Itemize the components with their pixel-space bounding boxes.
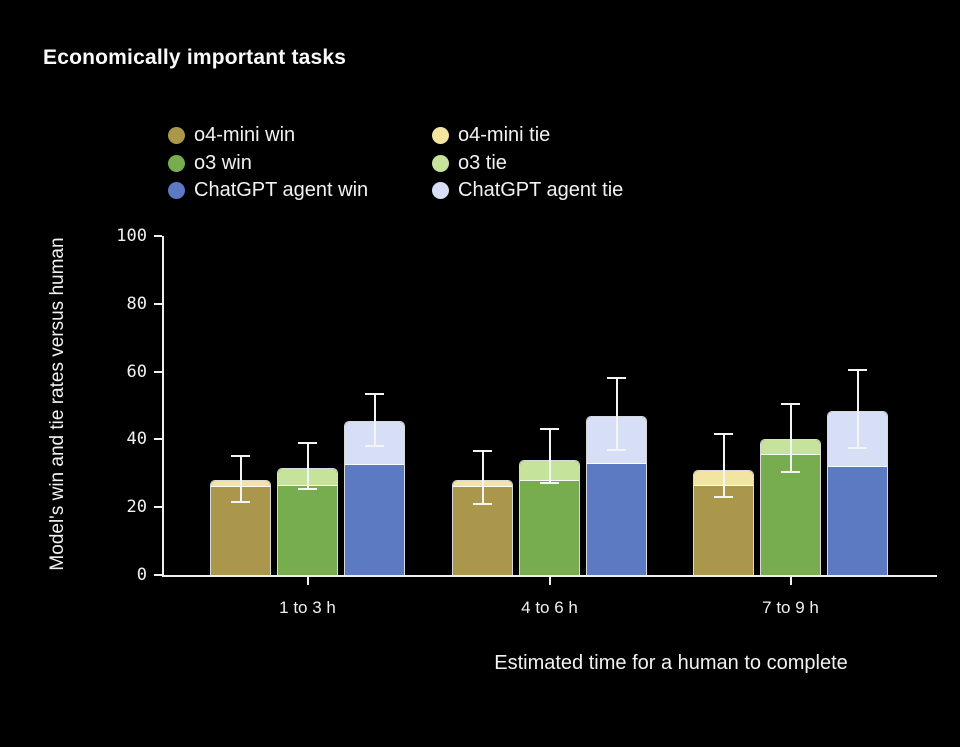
error-bar-cap-bottom <box>714 496 733 499</box>
y-tick-label: 40 <box>126 429 147 450</box>
chart-title: Economically important tasks <box>43 46 347 69</box>
error-bar-line <box>789 403 792 472</box>
y-tick <box>154 574 162 576</box>
error-bar-line <box>722 434 725 498</box>
error-bar-line <box>306 442 309 489</box>
bar-win-segment <box>345 465 404 575</box>
legend-swatch-icon <box>168 182 185 200</box>
error-bar-line <box>856 369 859 448</box>
legend-column-tie: o4-mini tie o3 tie ChatGPT agent tie <box>432 122 623 205</box>
bar-win-segment <box>587 463 646 575</box>
bar-win-segment <box>694 485 753 575</box>
legend-swatch-icon <box>168 154 185 172</box>
bar-stack <box>693 469 754 575</box>
bar-stack <box>277 468 338 575</box>
legend-swatch-icon <box>432 154 449 172</box>
legend-swatch-icon <box>432 182 449 200</box>
error-bar-line <box>548 429 551 484</box>
error-bar-cap-bottom <box>540 482 559 485</box>
bar-stack <box>760 439 821 575</box>
error-bar-cap-top <box>848 368 867 371</box>
legend-item-label: ChatGPT agent win <box>194 179 369 202</box>
y-tick-label: 0 <box>136 565 147 585</box>
error-bar-cap-bottom <box>781 470 800 473</box>
error-bar-cap-top <box>298 441 317 444</box>
error-bar-cap-bottom <box>298 487 317 490</box>
legend-item: ChatGPT agent tie <box>432 177 623 205</box>
bar-win-segment <box>278 485 337 575</box>
x-axis-title: Estimated time for a human to complete <box>494 652 848 674</box>
error-bar-cap-top <box>714 433 733 436</box>
y-tick <box>154 235 162 237</box>
legend-item-label: o4-mini win <box>194 124 296 147</box>
error-bar-line <box>239 456 242 503</box>
bar-win-segment <box>761 455 820 575</box>
legend-item: o4-mini tie <box>432 122 623 150</box>
y-tick <box>154 370 162 373</box>
y-tick-label: 80 <box>126 293 147 314</box>
legend-item-label: o4-mini tie <box>458 124 551 147</box>
legend-item-label: o3 tie <box>458 151 507 174</box>
x-category-label: 7 to 9 h <box>762 598 819 617</box>
legend-column-win: o4-mini win o3 win ChatGPT agent win <box>168 122 368 205</box>
error-bar-cap-bottom <box>473 502 492 505</box>
y-tick-label: 100 <box>116 226 147 246</box>
legend-swatch-icon <box>168 127 185 145</box>
error-bar-cap-top <box>473 450 492 453</box>
error-bar-cap-bottom <box>231 501 250 504</box>
legend-swatch-icon <box>432 127 449 145</box>
y-tick-label: 60 <box>126 361 147 382</box>
bar-stack <box>344 420 405 575</box>
error-bar-cap-bottom <box>848 446 867 449</box>
x-axis-line <box>162 575 937 577</box>
legend-item: ChatGPT agent win <box>168 177 368 205</box>
x-tick <box>306 577 309 585</box>
error-bar-line <box>615 378 618 450</box>
legend-item: o3 win <box>168 150 368 178</box>
legend: o4-mini win o3 win ChatGPT agent win o4-… <box>168 122 623 205</box>
error-bar-line <box>481 451 484 504</box>
error-bar-cap-top <box>231 455 250 458</box>
error-bar-cap-top <box>540 428 559 431</box>
legend-item: o4-mini win <box>168 122 368 150</box>
error-bar-cap-top <box>607 377 626 380</box>
y-tick <box>154 506 162 509</box>
y-axis-line <box>162 236 164 577</box>
x-tick <box>548 577 551 585</box>
x-category-label: 1 to 3 h <box>279 598 336 617</box>
error-bar-cap-bottom <box>607 448 626 451</box>
y-tick <box>154 438 162 441</box>
error-bar-cap-bottom <box>365 445 384 448</box>
error-bar-line <box>373 393 376 447</box>
y-tick <box>154 302 162 305</box>
error-bar-cap-top <box>781 402 800 405</box>
x-tick <box>789 577 792 585</box>
x-category-label: 4 to 6 h <box>521 598 578 617</box>
y-tick-label: 20 <box>126 497 147 518</box>
bar-win-segment <box>520 480 579 575</box>
legend-item-label: o3 win <box>194 151 252 174</box>
legend-item-label: ChatGPT agent tie <box>458 179 624 202</box>
legend-item: o3 tie <box>432 150 623 178</box>
bar-win-segment <box>828 467 887 575</box>
bar-stack <box>586 415 647 575</box>
error-bar-cap-top <box>365 392 384 395</box>
